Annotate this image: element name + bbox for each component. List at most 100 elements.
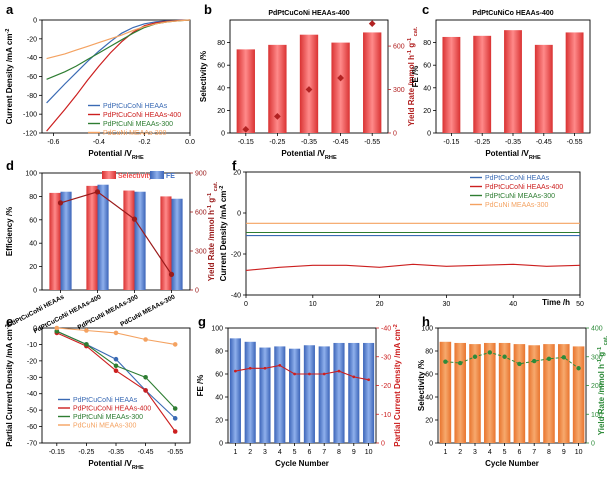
x-axis-label: Time /h bbox=[542, 298, 570, 307]
bar bbox=[303, 345, 315, 443]
y-tick-label: -100 bbox=[23, 112, 37, 119]
yield-point bbox=[517, 361, 522, 367]
y-tick-label: 20 bbox=[215, 418, 223, 425]
x-tick-label: 6 bbox=[517, 449, 521, 456]
x-tick-label: -0.45 bbox=[536, 139, 552, 146]
series-point bbox=[113, 356, 119, 362]
y-tick-label: -30 bbox=[27, 375, 37, 382]
lsv-curve bbox=[46, 19, 191, 80]
x-tick-label: -0.2 bbox=[138, 139, 150, 146]
y2-axis-label-part: -1 bbox=[207, 205, 213, 210]
bar bbox=[528, 345, 540, 443]
x-tick-label: 0.0 bbox=[185, 139, 195, 146]
x-tick-label: 5 bbox=[293, 449, 297, 456]
x-tick-label: 6 bbox=[307, 449, 311, 456]
series-point bbox=[143, 374, 148, 380]
y2-axis-label-part: g bbox=[207, 198, 216, 205]
y-tick-label: 20 bbox=[233, 170, 241, 177]
series-point bbox=[113, 330, 119, 336]
y-axis-label-part: Partial Current Density /mA cm bbox=[5, 329, 14, 447]
series-point bbox=[54, 328, 60, 334]
partial-current-point bbox=[234, 369, 237, 373]
bar bbox=[274, 346, 286, 443]
x-tick-label: 7 bbox=[322, 449, 326, 456]
x-axis-label-part: Cycle Number bbox=[275, 459, 329, 468]
legend-label: FE bbox=[166, 173, 175, 180]
bar bbox=[484, 342, 496, 443]
y-tick-label: 20 bbox=[423, 108, 431, 115]
lsv-curve bbox=[46, 19, 191, 60]
legend-label: PdPtCuCoNi HEAAs bbox=[103, 103, 168, 110]
y-axis-label-part: Current Density /mA cm bbox=[5, 34, 14, 125]
y2-tick-label: -30 bbox=[381, 354, 391, 361]
bar bbox=[244, 341, 256, 443]
x-tick-label: 0 bbox=[244, 301, 248, 308]
y-tick-label: -60 bbox=[27, 74, 37, 81]
y2-tick-label: 600 bbox=[195, 210, 207, 217]
partial-current-point bbox=[337, 369, 341, 373]
yield-point bbox=[94, 189, 101, 195]
y-tick-label: 80 bbox=[423, 40, 431, 47]
y-tick-label: 20 bbox=[217, 108, 225, 115]
legend-label: PdPtCuCoNi HEAAs bbox=[485, 175, 550, 182]
x-tick-label: -0.55 bbox=[167, 449, 183, 456]
stability-curve bbox=[245, 263, 581, 271]
y-tick-label: -20 bbox=[27, 358, 37, 365]
legend-label: PdPtCuNi MEAAs-300 bbox=[73, 414, 143, 421]
y2-axis-label-part: Yield Rate /mmol h bbox=[207, 210, 216, 281]
bar bbox=[543, 344, 555, 443]
panel-letter: g bbox=[198, 314, 206, 329]
y-tick-label: 0 bbox=[237, 211, 241, 218]
bar bbox=[229, 338, 241, 443]
panel-letter: e bbox=[6, 314, 13, 329]
series-point bbox=[54, 325, 60, 331]
y2-tick-label: -20 bbox=[381, 383, 391, 390]
x-tick-label: -0.55 bbox=[364, 139, 380, 146]
x-tick-label: 8 bbox=[547, 449, 551, 456]
partial-current-point bbox=[263, 366, 267, 370]
y2-axis-label-part: -1 bbox=[597, 359, 603, 364]
bar bbox=[504, 30, 522, 134]
x-axis-label-part: RHE bbox=[325, 155, 337, 161]
panel-title: PdPtCuNiCo HEAAs-400 bbox=[472, 10, 553, 17]
y-tick-label: 100 bbox=[25, 171, 37, 178]
bar bbox=[348, 342, 360, 443]
panel-letter: f bbox=[232, 158, 237, 173]
series-line bbox=[56, 327, 176, 345]
x-tick-label: 1 bbox=[233, 449, 237, 456]
y-axis-label-part: Current Density /mA cm bbox=[219, 191, 228, 282]
panel-letter: d bbox=[6, 158, 14, 173]
bar bbox=[534, 44, 553, 133]
x-tick-label: 3 bbox=[473, 449, 477, 456]
y-tick-label: 40 bbox=[425, 395, 433, 402]
x-tick-label: 5 bbox=[503, 449, 507, 456]
y-tick-label: -120 bbox=[23, 131, 37, 138]
y2-axis-label-part: cat. bbox=[213, 181, 219, 193]
y-axis-label-part: FE /% bbox=[411, 66, 420, 88]
x-axis-label-part: Time /h bbox=[542, 298, 570, 307]
y2-tick-label: 0 bbox=[195, 288, 199, 295]
series-point bbox=[172, 416, 178, 421]
y-tick-label: 80 bbox=[425, 349, 433, 356]
x-tick-label: -0.45 bbox=[138, 449, 154, 456]
bar bbox=[442, 36, 461, 134]
bar bbox=[160, 196, 172, 290]
series-point bbox=[143, 337, 148, 342]
y2-axis-label-part: g bbox=[407, 43, 416, 50]
panel-letter: h bbox=[422, 314, 430, 329]
bar bbox=[469, 344, 481, 443]
y-tick-label: 80 bbox=[215, 349, 223, 356]
series-point bbox=[113, 368, 119, 374]
panel-letter: b bbox=[204, 2, 212, 17]
y-axis-label-part: FE /% bbox=[196, 375, 205, 397]
bar bbox=[49, 192, 61, 290]
y-axis-label: Partial Current Density /mA cm-2 bbox=[5, 324, 14, 447]
x-tick-label: -0.35 bbox=[108, 449, 124, 456]
x-axis-label-part: Potential /V bbox=[88, 149, 132, 158]
y2-axis-label-part: Yield Rate /mmol h bbox=[407, 55, 416, 126]
y2-tick-label: 600 bbox=[393, 44, 405, 51]
y-tick-label: -40 bbox=[231, 293, 241, 300]
legend-label: PdPtCuCoNi HEAAs-400 bbox=[73, 406, 151, 413]
yield-line bbox=[60, 191, 172, 275]
bar bbox=[333, 342, 345, 443]
